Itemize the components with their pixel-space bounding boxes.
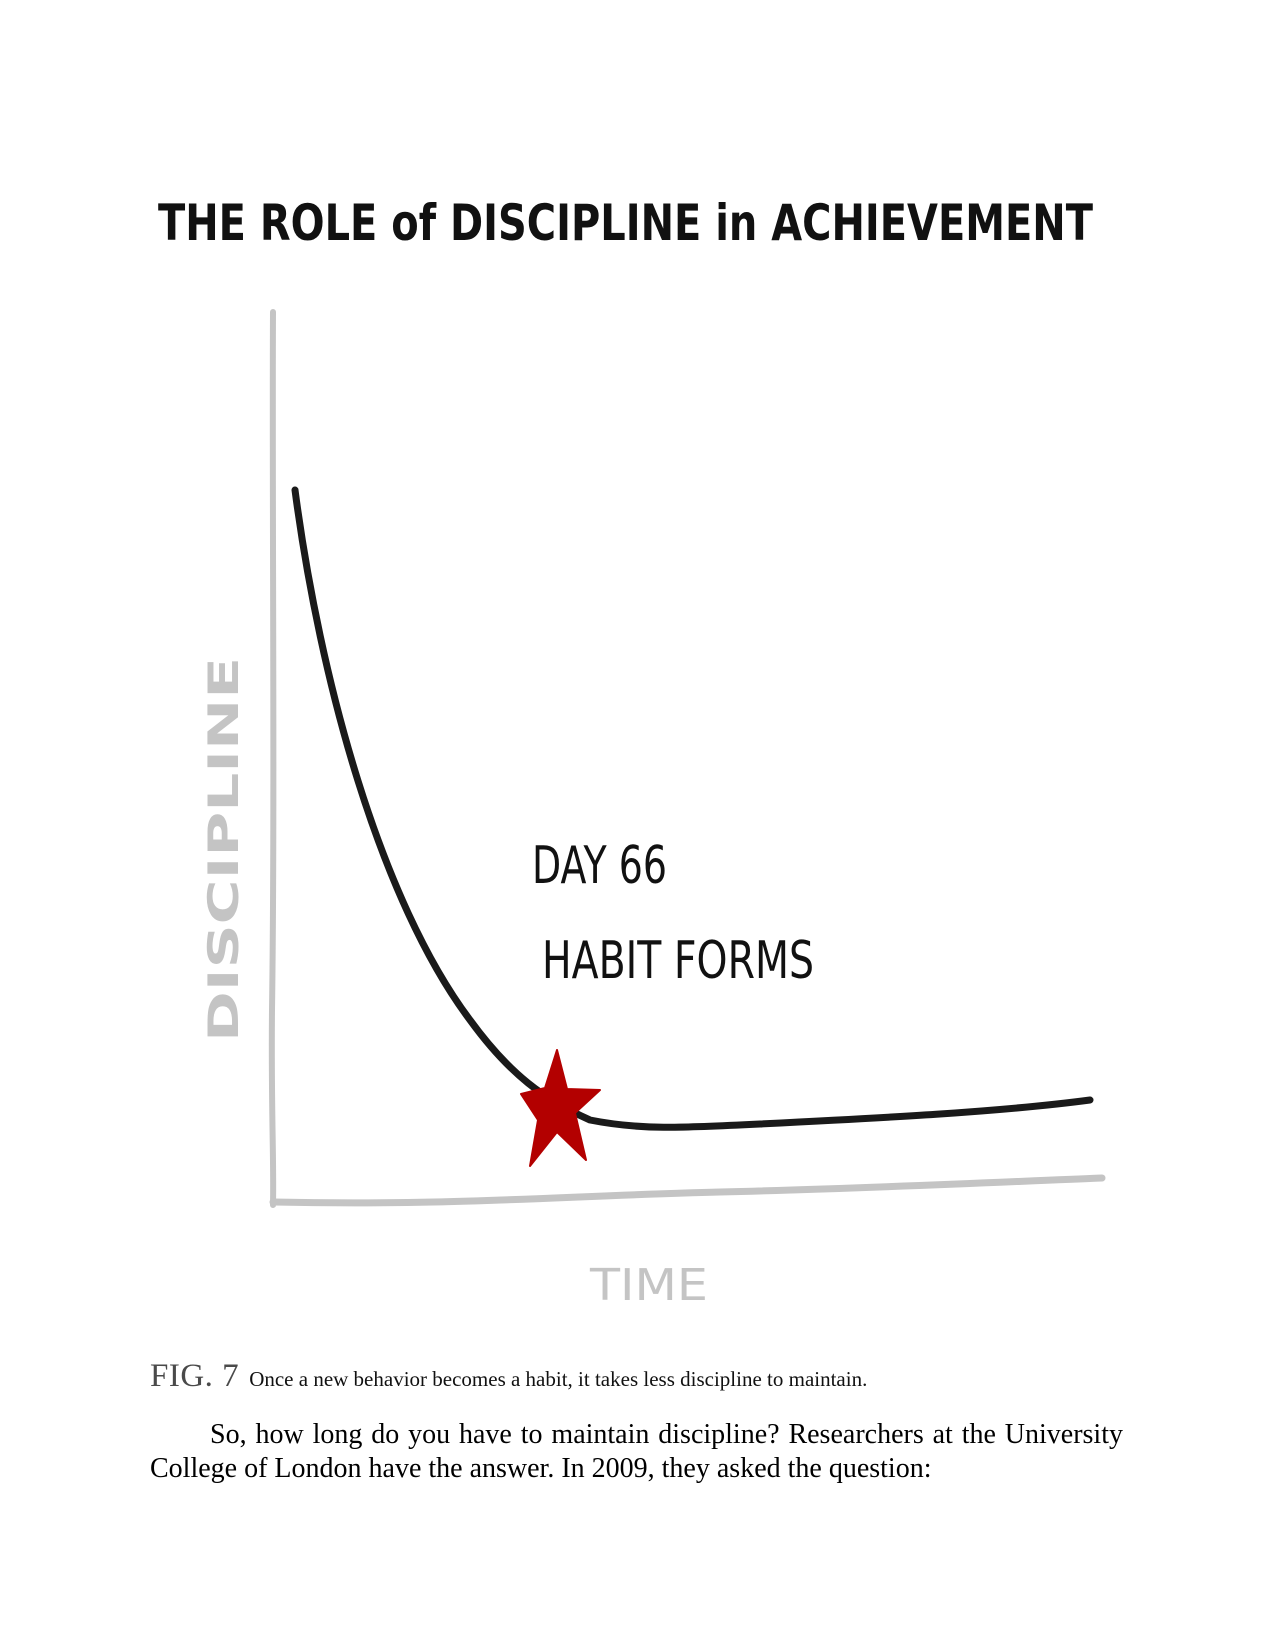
figure-label: FIG. 7 (150, 1358, 240, 1394)
figure-caption: FIG. 7 Once a new behavior becomes a habi… (150, 1358, 1150, 1395)
y-axis (268, 309, 277, 1208)
star-icon (520, 1049, 601, 1167)
body-paragraph: So, how long do you have to maintain dis… (150, 1419, 1123, 1484)
y-axis-label: DISCIPLINE (199, 657, 248, 1042)
chart-title: THE ROLE of DISCIPLINE in ACHIEVEMENT (158, 194, 1093, 252)
annotation-day: DAY 66 (532, 836, 667, 896)
discipline-chart: THE ROLE of DISCIPLINE in ACHIEVEMENT DI… (158, 194, 1106, 1311)
x-axis-label: TIME (589, 1260, 708, 1311)
annotation-habit: HABIT FORMS (542, 931, 814, 991)
discipline-curve (291, 486, 1094, 1131)
x-axis (269, 1174, 1106, 1207)
figure-caption-text: Once a new behavior becomes a habit, it … (249, 1367, 868, 1391)
